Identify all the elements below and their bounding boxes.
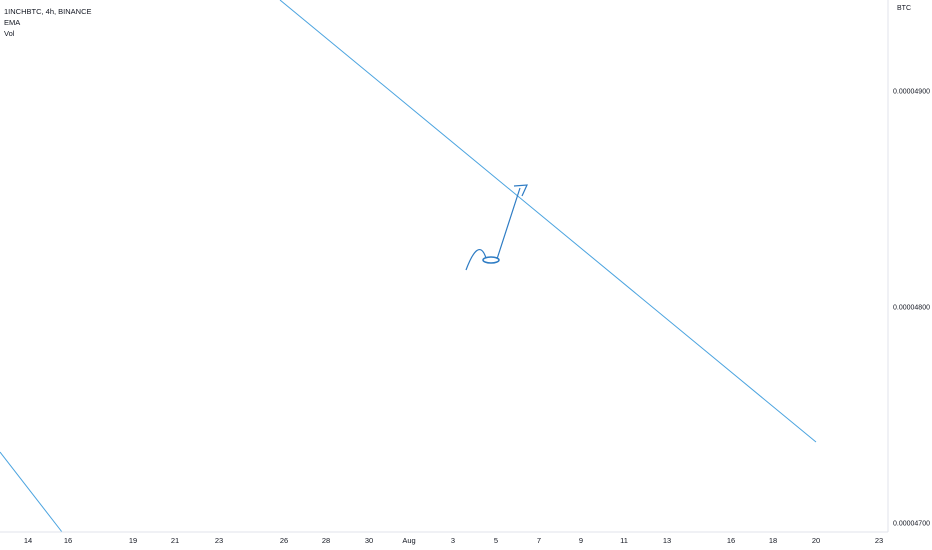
time-tick-label: 13 (663, 536, 671, 545)
time-tick-label: 7 (537, 536, 541, 545)
annotation-layer (465, 184, 528, 271)
projected-path-hook (465, 249, 487, 271)
time-tick-label: 14 (24, 536, 32, 545)
price-tick-label: 0.00004900 (893, 89, 930, 96)
time-tick-label: 5 (494, 536, 498, 545)
trendline-lower[interactable] (0, 451, 63, 533)
price-tick-label: 0.00004700 (893, 521, 930, 528)
projected-path-arrow (496, 187, 521, 260)
price-tick-label: 0.00004800 (893, 305, 930, 312)
time-tick-label: 11 (620, 536, 628, 545)
price-axis[interactable]: 0.00004700 0.00004800 0.00004900 (893, 89, 930, 528)
time-tick-label: 16 (64, 536, 72, 545)
time-tick-label: 23 (215, 536, 223, 545)
time-tick-label: 16 (727, 536, 735, 545)
chart-legend: 1INCHBTC, 4h, BINANCE EMA Vol (4, 6, 92, 39)
descending-trendline[interactable] (279, 0, 817, 443)
breakout-ellipse (482, 256, 500, 264)
time-tick-label: 23 (875, 536, 883, 545)
indicator-vol-label[interactable]: Vol (4, 29, 15, 38)
time-tick-label: 9 (579, 536, 583, 545)
axes-layer: BTC (0, 0, 911, 533)
symbol-label[interactable]: 1INCHBTC, 4h, BINANCE (4, 7, 92, 16)
time-tick-label: 28 (322, 536, 330, 545)
indicator-ema-label[interactable]: EMA (4, 18, 21, 27)
trendlines-layer (0, 0, 817, 533)
time-tick-label: Aug (402, 536, 415, 545)
time-tick-label: 26 (280, 536, 288, 545)
time-tick-label: 3 (451, 536, 455, 545)
time-tick-label: 30 (365, 536, 373, 545)
arrowhead (513, 184, 528, 197)
currency-label: BTC (897, 5, 911, 12)
time-tick-label: 20 (812, 536, 820, 545)
time-tick-label: 21 (171, 536, 179, 545)
time-tick-label: 18 (769, 536, 777, 545)
time-axis[interactable]: 14 16 19 21 23 26 28 30 Aug 3 5 7 9 11 13 16 18 20 23 (24, 536, 883, 545)
time-tick-label: 19 (129, 536, 137, 545)
